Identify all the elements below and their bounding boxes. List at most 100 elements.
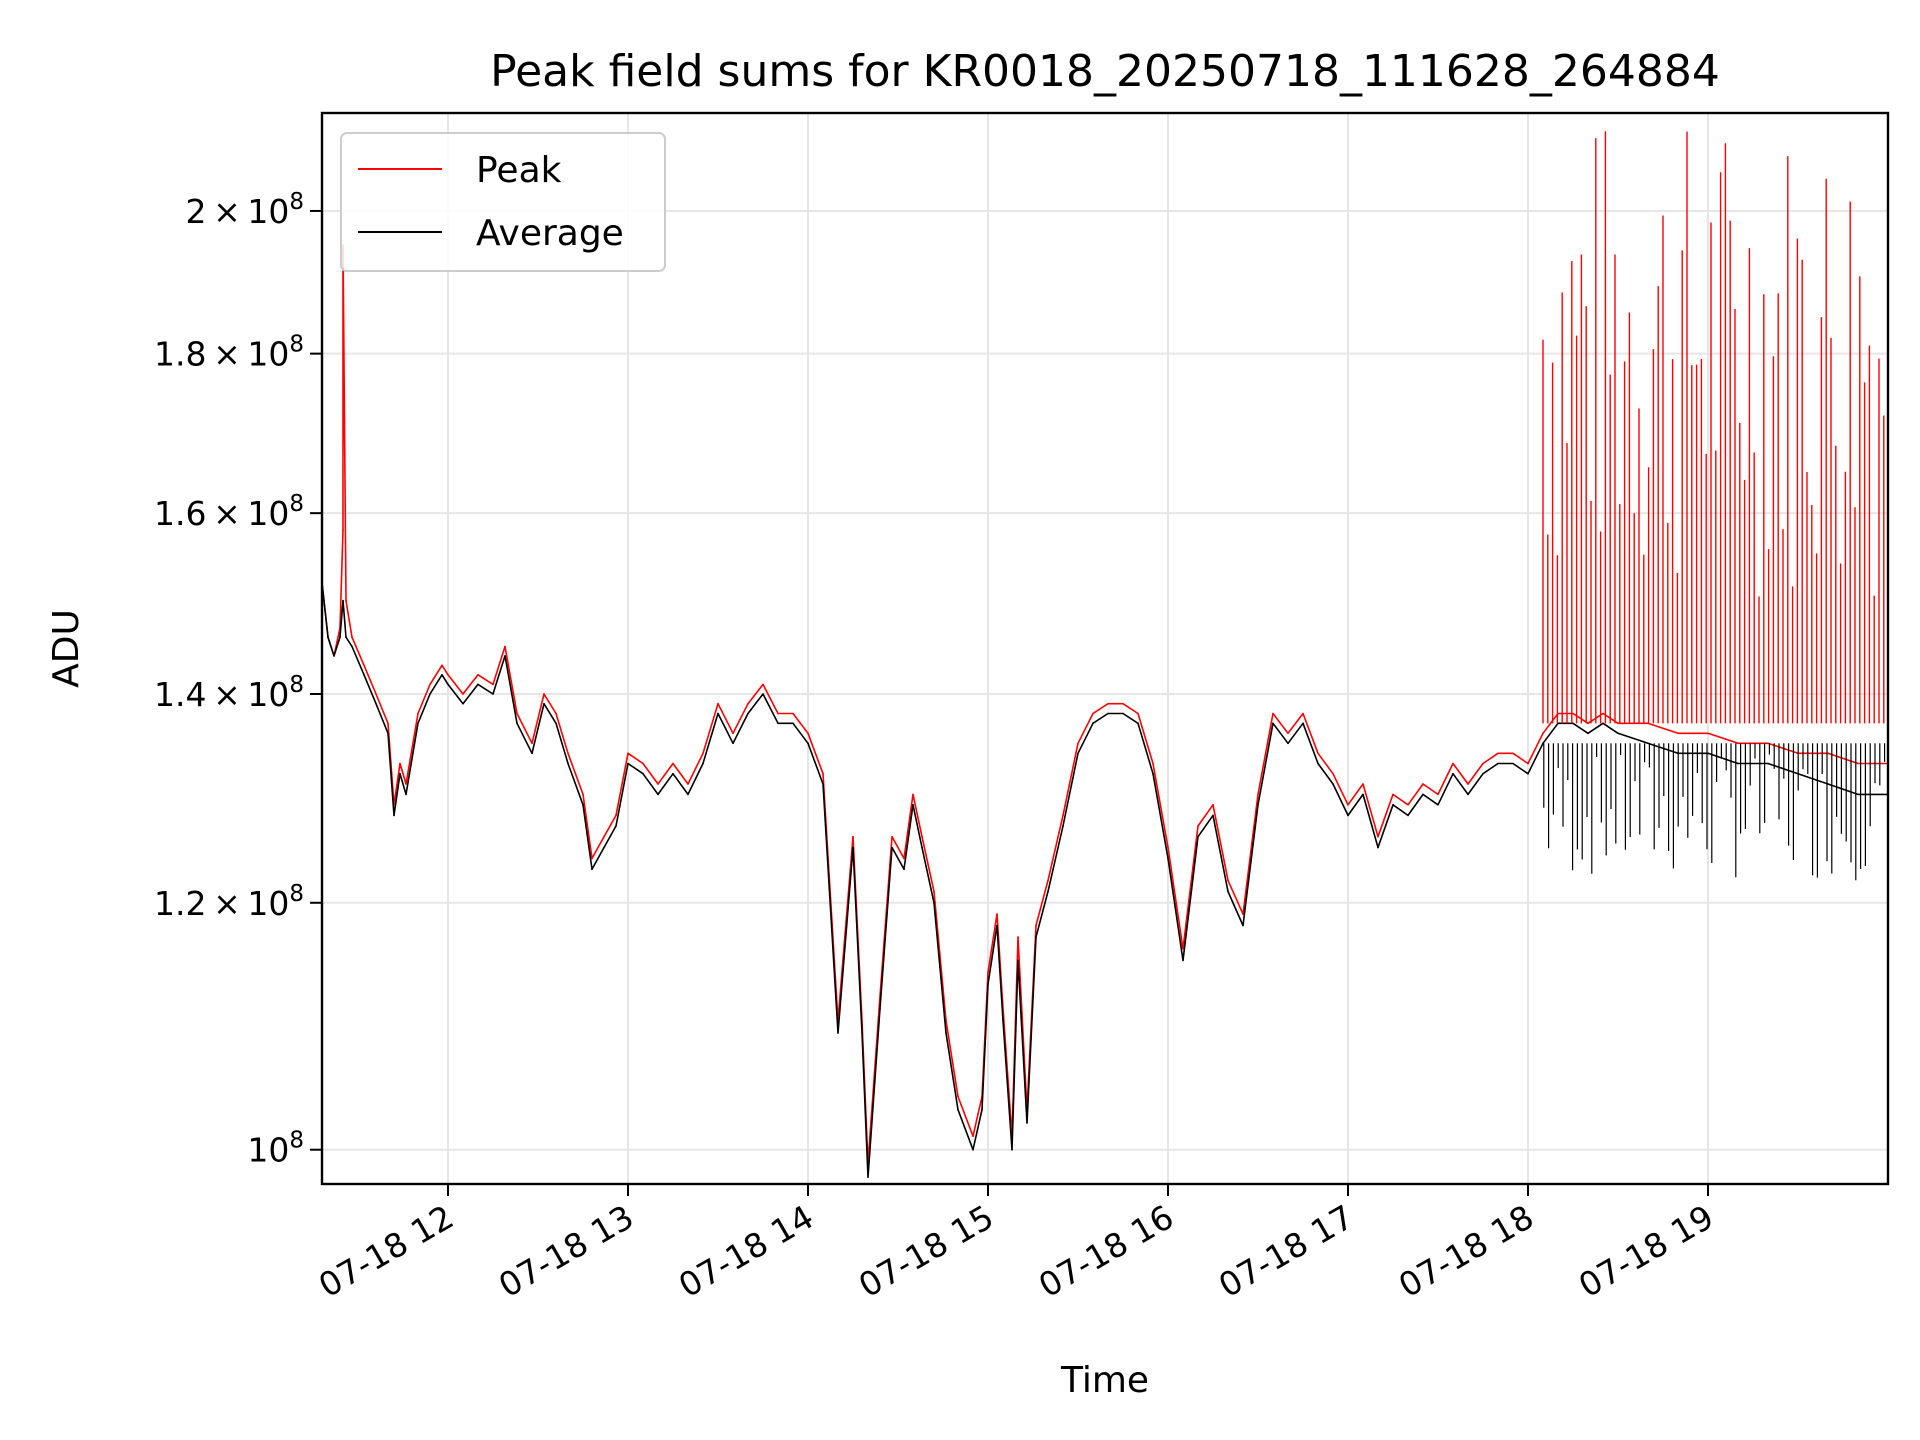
data-point-average	[642, 772, 644, 775]
data-point-average	[1422, 793, 1424, 796]
data-point-average	[1452, 772, 1454, 775]
data-point-average	[1182, 959, 1184, 962]
data-point-average	[912, 804, 914, 806]
data-point-average	[1317, 762, 1319, 765]
data-point-peak	[1857, 762, 1859, 765]
data-point-peak	[972, 1135, 974, 1137]
data-point-peak	[555, 712, 557, 715]
grid	[322, 113, 1888, 1184]
data-point-peak	[822, 772, 824, 775]
data-point-average	[1302, 722, 1304, 725]
data-point-peak	[543, 693, 545, 695]
data-point-peak	[1107, 702, 1109, 705]
data-point-average	[627, 762, 629, 765]
data-point-average	[867, 1176, 869, 1178]
data-point-average	[732, 742, 734, 745]
data-point-average	[1467, 793, 1469, 796]
data-point-average	[996, 924, 998, 927]
x-tick-label: 07-18 15	[852, 1197, 1000, 1305]
y-tick-mantissa: 1.2	[154, 884, 206, 923]
data-point-average	[1287, 742, 1289, 745]
data-point-peak	[792, 712, 794, 715]
data-point-average	[393, 814, 395, 817]
data-point-average	[1647, 742, 1649, 745]
data-point-peak	[1602, 712, 1604, 715]
data-point-average	[879, 1007, 881, 1010]
data-point-average	[1572, 722, 1574, 725]
data-point-peak	[441, 664, 443, 667]
data-point-average	[327, 636, 329, 638]
data-point-average	[1026, 1122, 1028, 1124]
data-point-average	[1167, 857, 1169, 860]
series-line-peak	[322, 244, 1888, 1165]
data-point-peak	[1167, 846, 1169, 849]
data-point-peak	[687, 783, 689, 785]
data-point-peak	[477, 674, 479, 676]
data-point-peak	[1737, 742, 1739, 745]
data-point-average	[807, 742, 809, 745]
data-point-average	[852, 846, 854, 849]
data-point-average	[891, 846, 893, 849]
legend-label-average: Average	[476, 213, 624, 254]
y-tick-mantissa: 1.4	[154, 675, 206, 714]
y-tick-times: ×	[207, 884, 248, 923]
data-point-average	[417, 722, 419, 725]
y-tick-base: 10	[247, 675, 289, 714]
data-point-peak	[891, 835, 893, 838]
data-point-average	[1242, 924, 1244, 927]
data-point-average	[1137, 722, 1139, 725]
data-point-average	[987, 983, 989, 985]
data-point-peak	[462, 693, 464, 695]
x-axis-title: Time	[1060, 1360, 1149, 1401]
y-tick-exponent: 8	[289, 881, 304, 907]
data-point-peak	[1452, 762, 1454, 765]
y-tick-label: 1.8 × 108	[154, 332, 304, 374]
y-tick-base: 10	[247, 335, 289, 374]
plot-frame	[320, 111, 1890, 1186]
data-point-average	[555, 722, 557, 725]
data-point-average	[792, 722, 794, 725]
data-point-average	[1077, 752, 1079, 755]
data-point-peak	[615, 814, 617, 817]
data-point-peak	[1437, 793, 1439, 796]
data-point-average	[1047, 890, 1049, 893]
data-point-peak	[1377, 835, 1379, 838]
data-point-average	[1377, 846, 1379, 849]
x-tick-label: 07-18 12	[312, 1197, 460, 1305]
data-point-peak	[1257, 793, 1259, 796]
series-layer	[322, 131, 1888, 1178]
data-point-peak	[351, 636, 353, 638]
data-point-peak	[1767, 742, 1769, 745]
data-point-average	[405, 793, 407, 796]
data-point-peak	[921, 835, 923, 838]
data-point-average	[516, 722, 518, 725]
legend-label-peak: Peak	[476, 150, 562, 191]
data-point-average	[1602, 722, 1604, 725]
data-point-peak	[1677, 732, 1679, 735]
data-point-peak	[933, 890, 935, 893]
data-point-peak	[642, 762, 644, 765]
data-point-average	[672, 772, 674, 775]
data-point-average	[687, 793, 689, 796]
y-tick-times: ×	[207, 494, 248, 533]
data-point-average	[351, 645, 353, 648]
data-point-average	[1257, 804, 1259, 806]
y-tick-times: ×	[207, 335, 248, 374]
data-point-peak	[1407, 804, 1409, 806]
data-point-average	[615, 825, 617, 827]
y-tick-base: 10	[247, 192, 289, 231]
data-point-average	[363, 674, 365, 676]
data-point-peak	[1587, 722, 1589, 725]
data-point-peak	[1122, 702, 1124, 705]
data-point-peak	[1542, 732, 1544, 735]
data-point-average	[567, 762, 569, 765]
data-point-average	[762, 693, 764, 695]
data-point-average	[903, 868, 905, 871]
y-tick-times: ×	[207, 675, 248, 714]
data-point-peak	[1362, 783, 1364, 785]
data-point-average	[345, 636, 347, 638]
data-point-peak	[405, 783, 407, 785]
data-point-average	[399, 772, 401, 775]
data-point-peak	[1422, 783, 1424, 785]
